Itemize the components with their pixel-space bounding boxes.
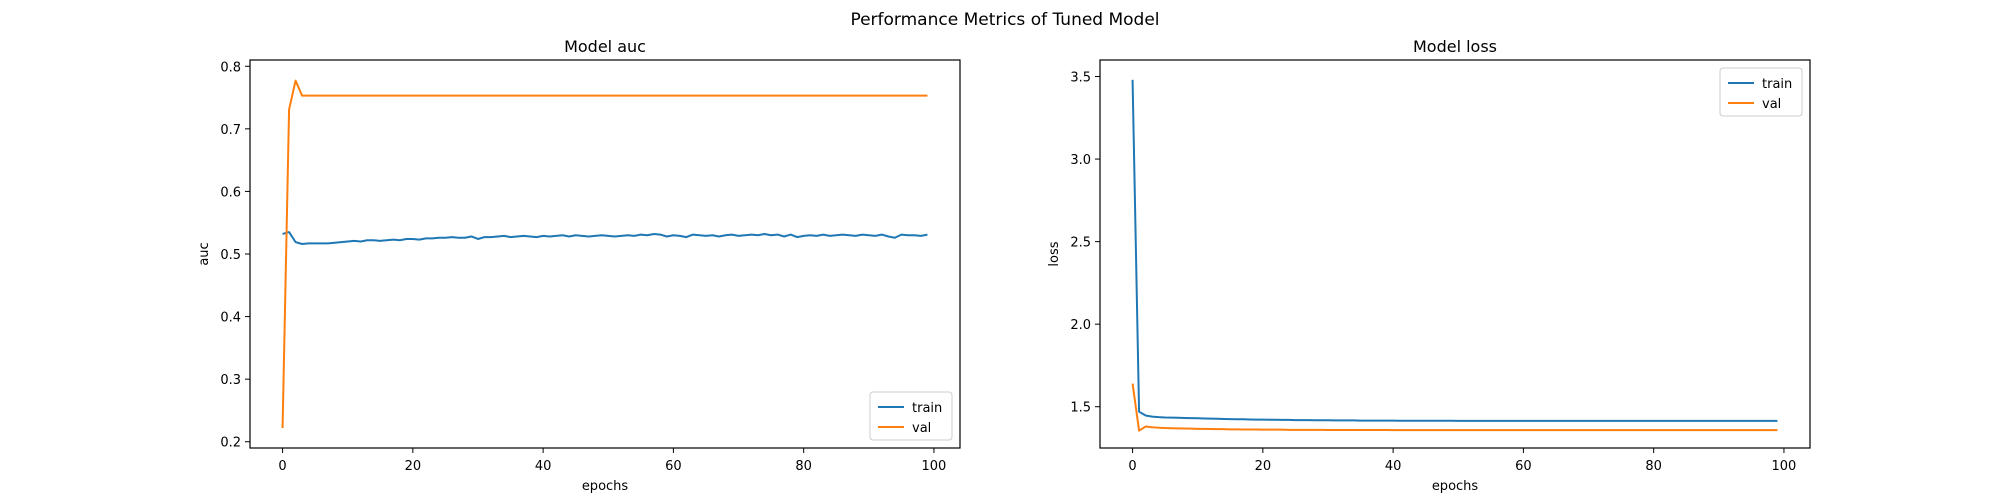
auc-y-tick-label: 0.4 xyxy=(220,311,241,326)
loss-x-tick-label: 60 xyxy=(1515,459,1532,474)
loss-x-tick-label: 80 xyxy=(1645,459,1662,474)
loss-y-tick-label: 3.0 xyxy=(1070,153,1091,168)
loss-y-tick-label: 3.5 xyxy=(1070,71,1091,86)
loss-x-tick-label: 100 xyxy=(1772,459,1797,474)
auc-y-tick-label: 0.7 xyxy=(220,123,241,138)
auc-x-axis-label: epochs xyxy=(582,479,629,494)
auc-x-tick-label: 0 xyxy=(278,459,286,474)
loss-chart-title: Model loss xyxy=(1413,37,1497,56)
auc-y-tick-label: 0.2 xyxy=(220,436,241,451)
auc-legend-label-val: val xyxy=(912,421,931,436)
loss-legend-label-val: val xyxy=(1762,97,1781,112)
auc-chart-title: Model auc xyxy=(564,37,646,56)
auc-legend-box xyxy=(869,391,953,441)
auc-train-line xyxy=(282,231,928,245)
auc-x-tick-label: 60 xyxy=(665,459,682,474)
loss-y-axis-label: loss xyxy=(1047,241,1062,266)
auc-chart: 0 20 40 60 80 100 0.2 0.3 0.4 0.5 0.6 0.7 0.8 Model a… xyxy=(197,37,961,494)
loss-train-line xyxy=(1131,79,1778,422)
loss-legend-box xyxy=(1719,67,1803,117)
figure-suptitle: Performance Metrics of Tuned Model xyxy=(850,10,1159,30)
loss-x-tick-label: 40 xyxy=(1385,459,1402,474)
auc-x-tick-label: 40 xyxy=(535,459,552,474)
loss-x-tick-label: 20 xyxy=(1255,459,1272,474)
loss-x-axis-label: epochs xyxy=(1432,479,1479,494)
auc-y-tick-label: 0.3 xyxy=(220,373,241,388)
auc-legend-label-train: train xyxy=(912,401,942,416)
loss-legend: train val xyxy=(1719,67,1803,117)
auc-x-tick-label: 20 xyxy=(405,459,422,474)
loss-chart: 0 20 40 60 80 100 1.5 2.0 2.5 3.0 3.5 Model loss epo… xyxy=(1047,37,1811,494)
auc-x-tick-label: 100 xyxy=(922,459,947,474)
loss-axes-frame xyxy=(1099,59,1811,449)
auc-x-tick-label: 80 xyxy=(795,459,812,474)
loss-y-tick-label: 2.5 xyxy=(1070,236,1091,251)
auc-val-line xyxy=(281,79,928,428)
loss-y-tick-label: 2.0 xyxy=(1070,318,1091,333)
loss-legend-label-train: train xyxy=(1762,77,1792,92)
auc-y-axis-label: auc xyxy=(197,242,212,265)
auc-y-tick-label: 0.5 xyxy=(220,248,241,263)
loss-val-line xyxy=(1131,383,1778,432)
auc-y-tick-label: 0.6 xyxy=(220,185,241,200)
loss-y-tick-label: 1.5 xyxy=(1070,401,1091,416)
loss-x-tick-label: 0 xyxy=(1128,459,1136,474)
auc-legend: train val xyxy=(869,391,953,441)
auc-y-tick-label: 0.8 xyxy=(220,60,241,75)
